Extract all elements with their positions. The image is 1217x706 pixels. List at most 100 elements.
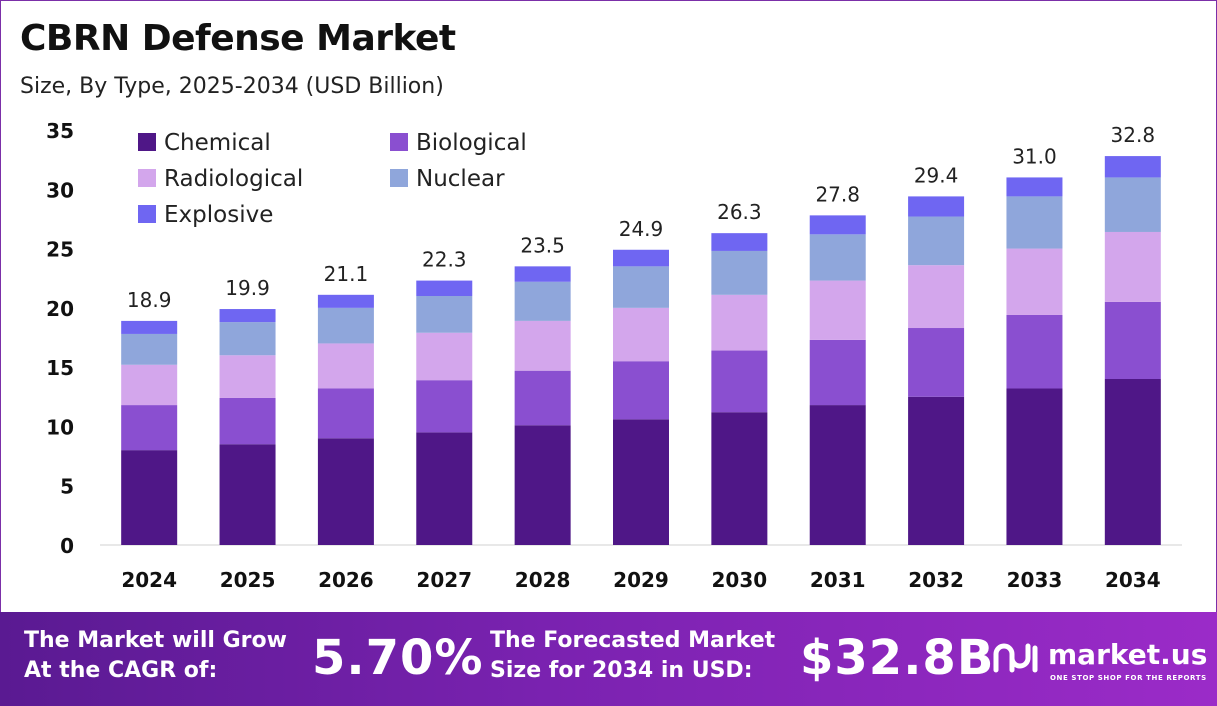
- chart-title: CBRN Defense Market: [20, 18, 456, 59]
- total-data-label: 22.3: [422, 248, 467, 272]
- total-data-label: 26.3: [717, 200, 762, 224]
- x-tick-label: 2026: [318, 568, 374, 592]
- bar-segment-explosive: [1006, 177, 1063, 197]
- bar-segment-radiological: [121, 364, 178, 406]
- bar-segment-radiological: [1006, 248, 1063, 315]
- bar-segment-chemical: [711, 412, 768, 545]
- bar-segment-nuclear: [809, 234, 866, 281]
- bar-segment-nuclear: [219, 322, 276, 356]
- bar-segment-explosive: [514, 266, 571, 282]
- brand-logo[interactable]: market.us ONE STOP SHOP FOR THE REPORTS: [992, 638, 1212, 688]
- market-us-logo-icon: [993, 643, 1038, 673]
- bar-segment-chemical: [1104, 379, 1161, 545]
- bar-segment-explosive: [317, 294, 374, 308]
- bar-segment-nuclear: [121, 333, 178, 365]
- y-tick-label: 10: [46, 415, 74, 439]
- x-tick-label: 2027: [416, 568, 472, 592]
- bar-segment-biological: [514, 370, 571, 426]
- x-tick-label: 2032: [908, 568, 964, 592]
- x-tick-label: 2024: [121, 568, 177, 592]
- bar-segment-biological: [416, 380, 473, 433]
- total-data-label: 19.9: [225, 276, 270, 300]
- bar-segment-radiological: [219, 355, 276, 398]
- cagr-value: 5.70%: [312, 630, 484, 686]
- bar-segment-chemical: [908, 396, 965, 545]
- bar-segment-explosive: [908, 196, 965, 217]
- y-tick-label: 15: [46, 356, 74, 380]
- total-data-label: 27.8: [815, 182, 860, 206]
- bar-segment-chemical: [317, 438, 374, 545]
- bar-segment-explosive: [613, 249, 669, 267]
- bar-segment-radiological: [514, 320, 571, 371]
- y-tick-label: 35: [46, 119, 74, 143]
- bar-segment-nuclear: [416, 296, 473, 333]
- legend-swatch-explosive: [138, 205, 156, 223]
- legend-label-radiological: Radiological: [164, 166, 303, 192]
- forecast-value: $32.8B: [800, 630, 995, 686]
- bar-segment-biological: [1104, 301, 1161, 379]
- bar-segment-radiological: [613, 307, 669, 362]
- bar-segment-chemical: [613, 419, 669, 545]
- legend-swatch-biological: [390, 133, 408, 151]
- bar-segment-chemical: [219, 444, 276, 545]
- bar-segment-nuclear: [1104, 177, 1161, 232]
- total-data-label: 31.0: [1012, 144, 1057, 168]
- bar-segment-chemical: [809, 405, 866, 545]
- total-data-label: 29.4: [914, 163, 959, 187]
- bar-segment-biological: [908, 328, 965, 397]
- bar-segment-radiological: [908, 265, 965, 329]
- cagr-label: The Market will Grow At the CAGR of:: [24, 628, 287, 683]
- legend-label-nuclear: Nuclear: [416, 166, 505, 192]
- legend-label-explosive: Explosive: [164, 202, 273, 228]
- bar-segment-radiological: [416, 332, 473, 381]
- total-data-label: 23.5: [520, 233, 565, 257]
- total-data-label: 32.8: [1111, 123, 1156, 147]
- legend-swatch-radiological: [138, 169, 156, 187]
- x-tick-label: 2025: [220, 568, 276, 592]
- chart-subtitle: Size, By Type, 2025-2034 (USD Billion): [20, 74, 444, 99]
- bar-segment-nuclear: [908, 216, 965, 266]
- brand-name: market.us: [1048, 638, 1208, 671]
- forecast-label: The Forecasted Market Size for 2034 in U…: [490, 628, 776, 683]
- bar-segment-explosive: [121, 320, 178, 334]
- y-tick-label: 5: [60, 475, 74, 499]
- x-tick-label: 2028: [515, 568, 571, 592]
- bar-segment-biological: [317, 388, 374, 439]
- bar-segment-radiological: [317, 343, 374, 389]
- bar-segment-biological: [1006, 314, 1063, 389]
- legend-label-chemical: Chemical: [164, 130, 271, 156]
- summary-banner: The Market will Grow At the CAGR of: 5.7…: [0, 612, 1217, 706]
- x-tick-label: 2033: [1007, 568, 1063, 592]
- bar-segment-biological: [809, 339, 866, 406]
- bar-segment-nuclear: [711, 250, 768, 295]
- bar-segment-chemical: [514, 425, 571, 545]
- x-tick-label: 2030: [712, 568, 768, 592]
- x-tick-label: 2034: [1105, 568, 1161, 592]
- bar-segment-explosive: [809, 215, 866, 235]
- bar-segment-chemical: [416, 432, 473, 545]
- x-tick-label: 2029: [613, 568, 669, 592]
- bar-segment-biological: [219, 397, 276, 445]
- legend-swatch-chemical: [138, 133, 156, 151]
- bar-segment-explosive: [416, 280, 473, 296]
- bar-segment-nuclear: [514, 281, 571, 321]
- y-tick-label: 25: [46, 238, 74, 262]
- bar-segment-nuclear: [613, 266, 669, 308]
- bar-segment-biological: [121, 405, 178, 451]
- bar-segment-biological: [613, 361, 669, 420]
- stacked-bar-chart: 0510152025303518.9202419.9202521.1202622…: [46, 119, 1182, 592]
- bar-segment-nuclear: [317, 307, 374, 344]
- bar-segment-chemical: [1006, 388, 1063, 545]
- brand-tagline: ONE STOP SHOP FOR THE REPORTS: [1050, 674, 1207, 682]
- total-data-label: 21.1: [324, 262, 369, 286]
- total-data-label: 24.9: [619, 217, 664, 241]
- y-tick-label: 0: [60, 534, 74, 558]
- bar-segment-nuclear: [1006, 196, 1063, 249]
- bar-segment-explosive: [711, 233, 768, 251]
- bar-segment-biological: [711, 350, 768, 413]
- legend-label-biological: Biological: [416, 130, 527, 156]
- y-tick-label: 30: [46, 178, 74, 202]
- legend-swatch-nuclear: [390, 169, 408, 187]
- y-tick-label: 20: [46, 297, 74, 321]
- x-tick-label: 2031: [810, 568, 866, 592]
